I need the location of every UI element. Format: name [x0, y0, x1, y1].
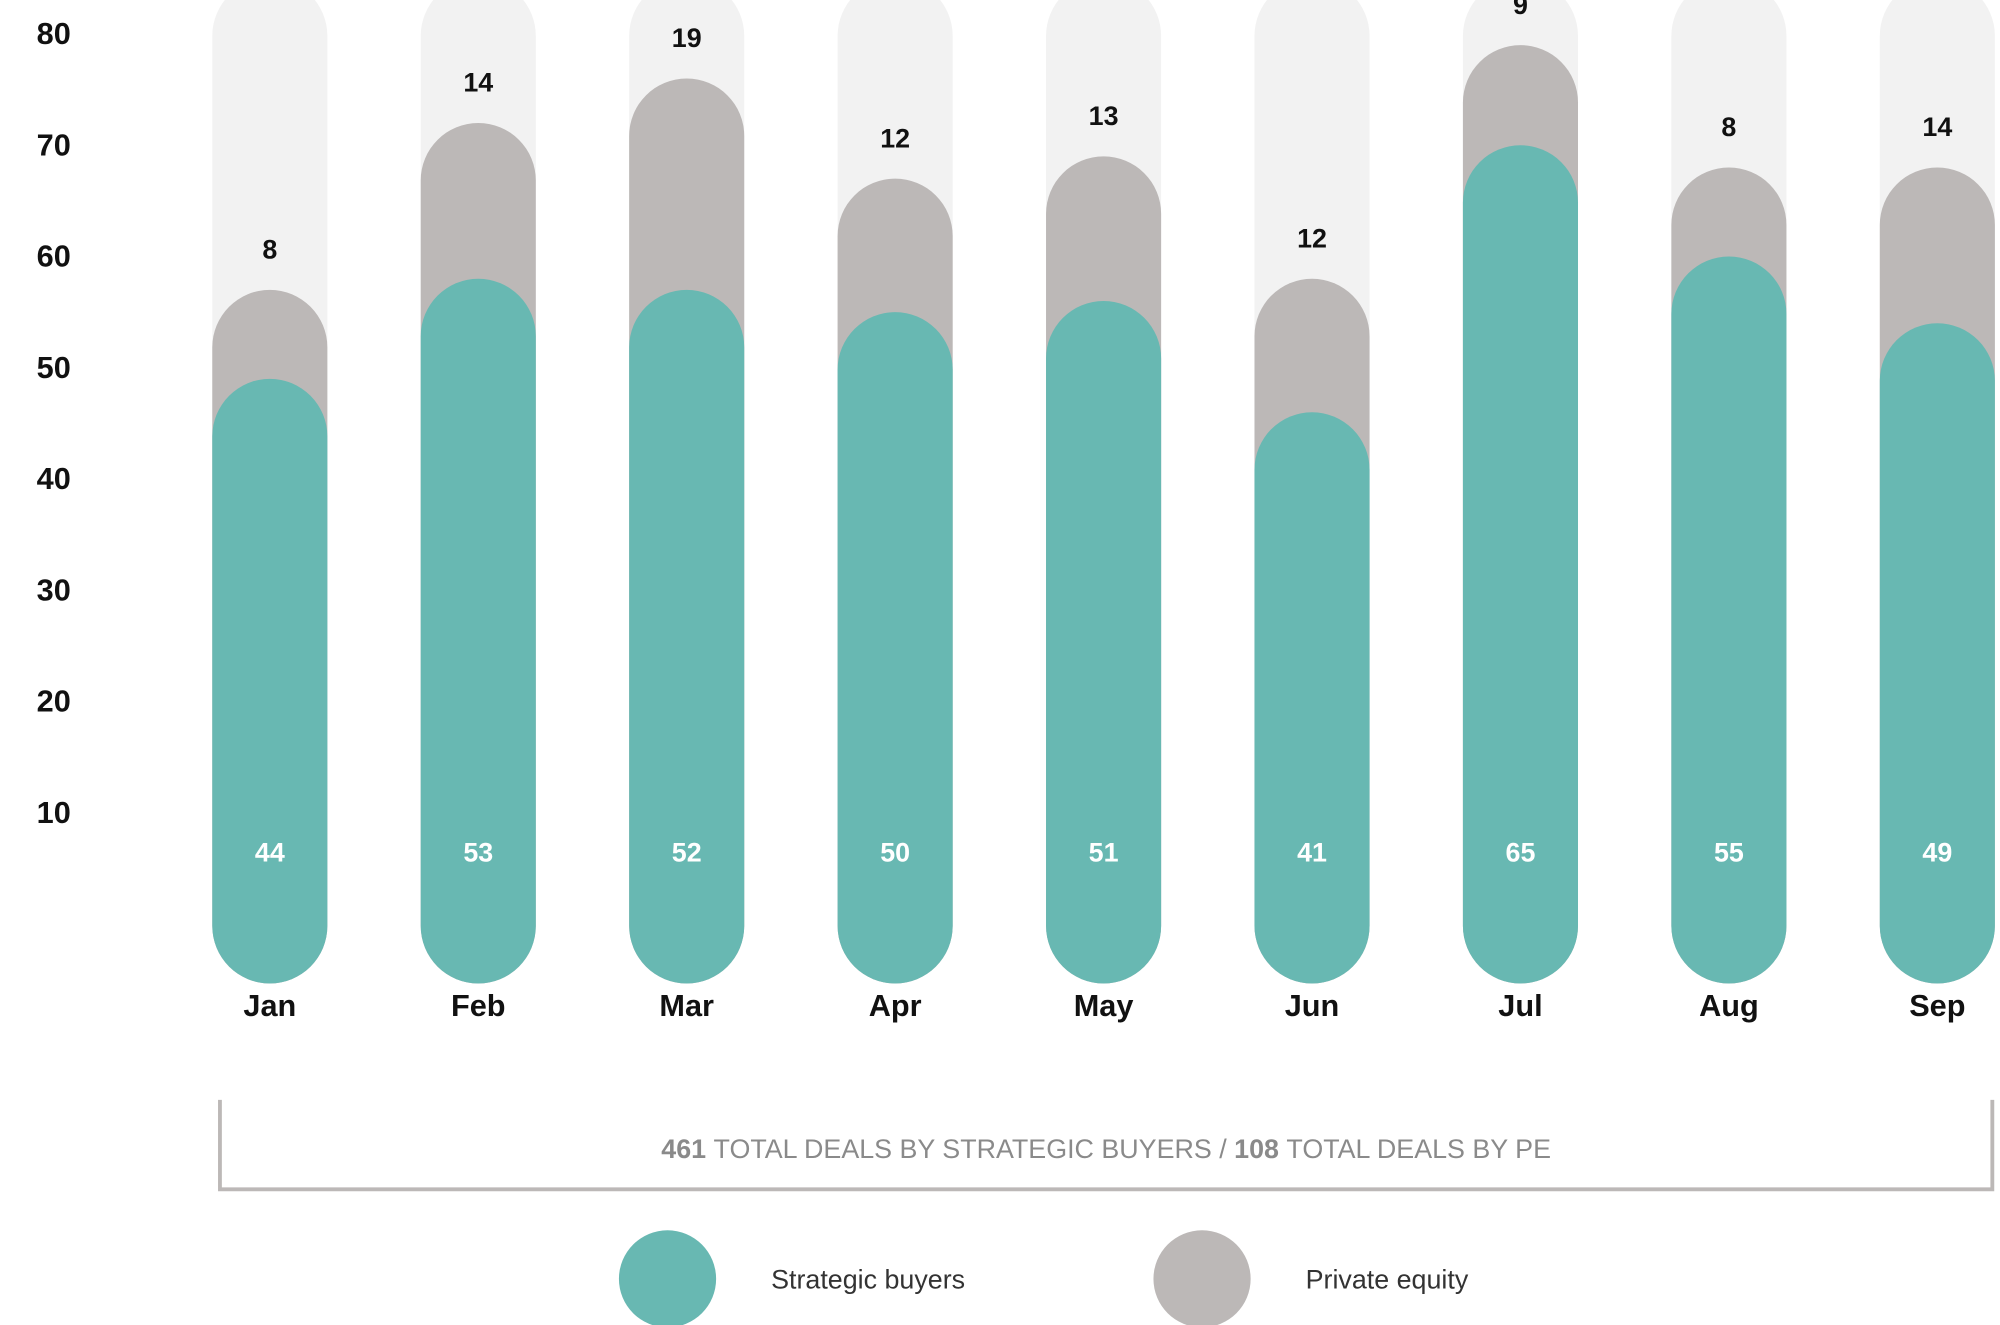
value-label: 44 [255, 837, 285, 867]
bar [212, 378, 328, 984]
bar [420, 278, 536, 984]
summary-strategic-text: TOTAL DEALS BY STRATEGIC BUYERS / [714, 1134, 1228, 1164]
y-tick-label: 70 [37, 127, 71, 162]
summary-bracket [218, 1099, 1995, 1192]
bar [1879, 323, 1995, 984]
value-label: 50 [880, 837, 910, 867]
x-tick-label: Apr [869, 988, 922, 1023]
summary-strategic-total: 461 [661, 1134, 706, 1164]
value-label: 41 [1297, 837, 1327, 867]
value-label: 65 [1506, 837, 1536, 867]
bar [1462, 145, 1579, 984]
x-tick-label: Mar [659, 988, 714, 1023]
value-label: 8 [262, 235, 277, 265]
legend-label: Private equity [1306, 1265, 1469, 1295]
value-label: 55 [1714, 837, 1744, 867]
value-label: 51 [1089, 837, 1119, 867]
value-label: 49 [1922, 837, 1952, 867]
summary-pe-text: TOTAL DEALS BY PE [1286, 1134, 1551, 1164]
y-tick-label: 30 [37, 572, 71, 607]
value-label: 52 [672, 837, 702, 867]
legend-swatch [1153, 1230, 1251, 1325]
x-tick-label: Sep [1909, 988, 1965, 1023]
bar [837, 312, 953, 984]
x-tick-label: Feb [451, 988, 506, 1023]
legend-label: Strategic buyers [771, 1265, 965, 1295]
x-tick-label: Jan [243, 988, 296, 1023]
value-label: 13 [1089, 101, 1119, 131]
y-tick-label: 40 [37, 461, 71, 496]
value-label: 19 [672, 23, 702, 53]
value-label: 12 [880, 123, 910, 153]
y-tick-label: 60 [37, 239, 71, 274]
x-tick-label: Jun [1285, 988, 1340, 1023]
legend-swatch [618, 1230, 717, 1325]
value-label: 14 [1922, 112, 1952, 142]
value-label: 8 [1721, 112, 1736, 142]
y-tick-label: 10 [37, 795, 71, 830]
bar [1671, 256, 1787, 984]
value-label: 53 [463, 837, 493, 867]
summary-pe-total: 108 [1234, 1134, 1279, 1164]
y-tick-label: 20 [37, 684, 71, 719]
x-tick-label: Jul [1498, 988, 1542, 1023]
value-label: 9 [1513, 0, 1528, 20]
summary: 461 TOTAL DEALS BY STRATEGIC BUYERS / 10… [661, 1134, 1551, 1164]
value-label: 12 [1297, 223, 1327, 253]
y-tick-label: 50 [37, 350, 71, 385]
value-label: 14 [463, 68, 493, 98]
bar [1046, 300, 1162, 984]
bar [1254, 412, 1370, 984]
bar [629, 289, 745, 984]
y-tick-label: 80 [37, 16, 71, 51]
x-tick-label: May [1074, 988, 1134, 1023]
x-tick-label: Aug [1699, 988, 1759, 1023]
